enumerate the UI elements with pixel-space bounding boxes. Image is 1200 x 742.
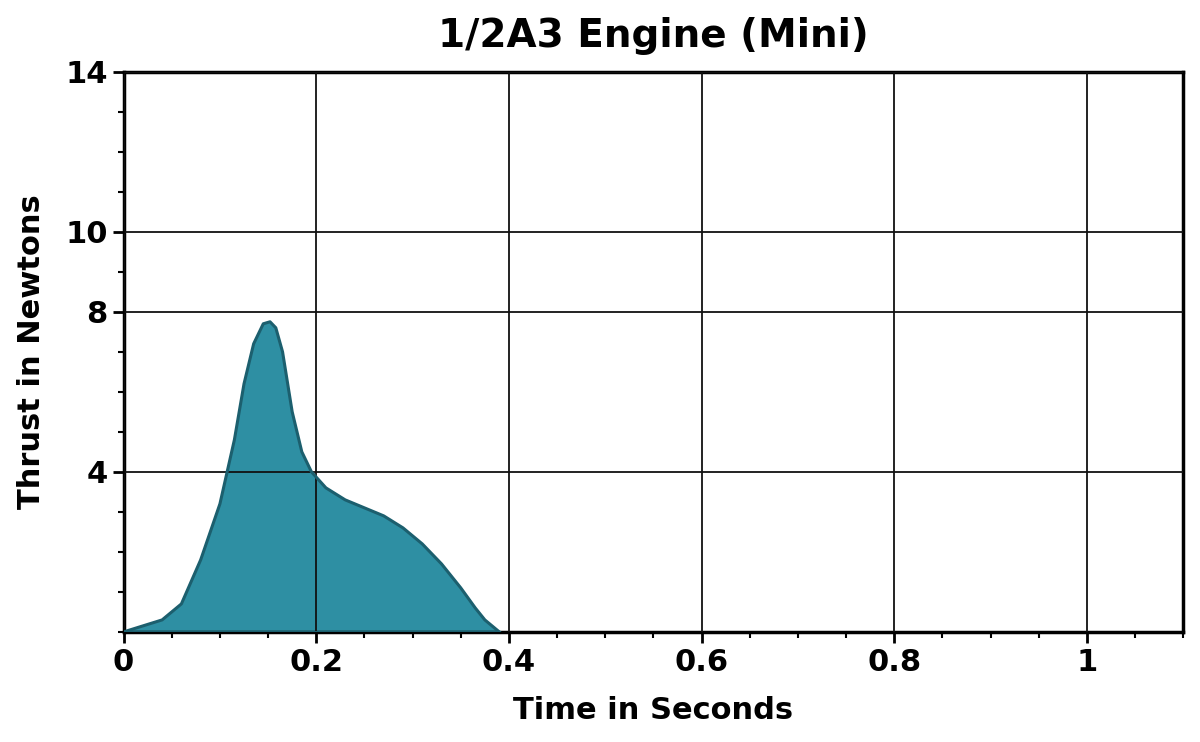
X-axis label: Time in Seconds: Time in Seconds [514, 696, 793, 726]
Title: 1/2A3 Engine (Mini): 1/2A3 Engine (Mini) [438, 16, 869, 55]
Y-axis label: Thrust in Newtons: Thrust in Newtons [17, 194, 46, 509]
Polygon shape [124, 322, 499, 632]
